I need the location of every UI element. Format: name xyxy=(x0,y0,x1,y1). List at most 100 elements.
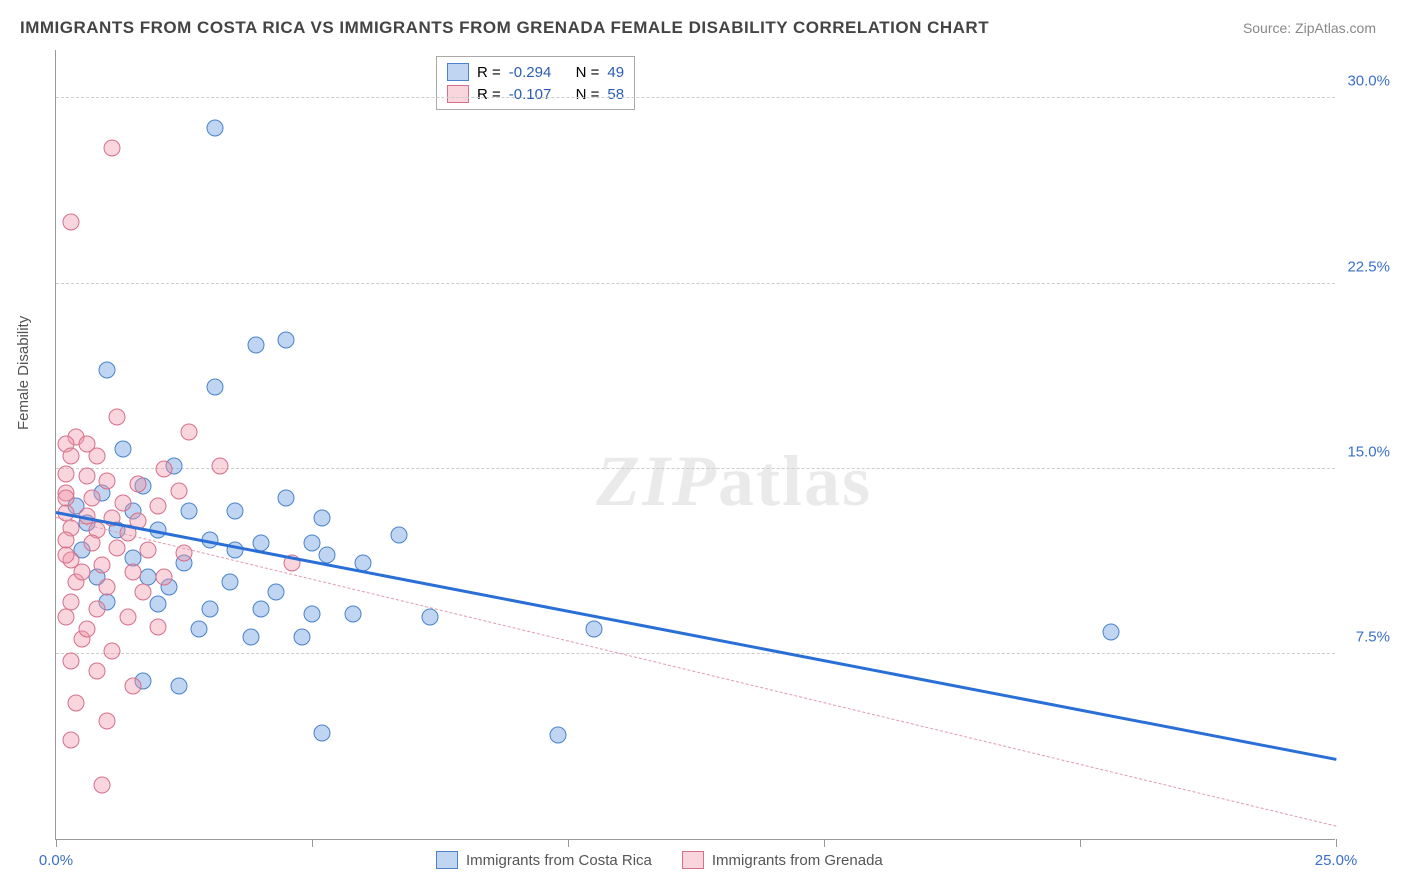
data-point xyxy=(391,527,408,544)
data-point xyxy=(109,408,126,425)
data-point xyxy=(344,606,361,623)
legend-item-1: Immigrants from Costa Rica xyxy=(436,851,652,869)
data-point xyxy=(63,732,80,749)
chart-plot-area: ZIPatlas R = -0.294 N = 49 R = -0.107 N … xyxy=(55,50,1335,840)
data-point xyxy=(150,497,167,514)
data-point xyxy=(109,539,126,556)
data-point xyxy=(278,332,295,349)
chart-title: IMMIGRANTS FROM COSTA RICA VS IMMIGRANTS… xyxy=(20,18,989,38)
x-tick xyxy=(56,839,57,847)
x-tick-label: 0.0% xyxy=(39,852,73,869)
correlation-legend: R = -0.294 N = 49 R = -0.107 N = 58 xyxy=(436,56,635,110)
legend-item-2: Immigrants from Grenada xyxy=(682,851,883,869)
source-label: Source: ZipAtlas.com xyxy=(1243,20,1376,36)
data-point xyxy=(549,727,566,744)
data-point xyxy=(58,608,75,625)
swatch-series1-b xyxy=(436,851,458,869)
data-point xyxy=(63,653,80,670)
data-point xyxy=(278,490,295,507)
data-point xyxy=(227,502,244,519)
data-point xyxy=(181,502,198,519)
data-point xyxy=(150,618,167,635)
data-point xyxy=(170,482,187,499)
data-point xyxy=(170,677,187,694)
data-point xyxy=(63,213,80,230)
y-tick-label: 22.5% xyxy=(1347,258,1390,275)
data-point xyxy=(58,465,75,482)
data-point xyxy=(99,361,116,378)
data-point xyxy=(140,542,157,559)
data-point xyxy=(88,663,105,680)
data-point xyxy=(88,448,105,465)
data-point xyxy=(206,379,223,396)
data-point xyxy=(304,606,321,623)
data-point xyxy=(181,423,198,440)
data-point xyxy=(99,473,116,490)
data-point xyxy=(94,776,111,793)
data-point xyxy=(252,601,269,618)
data-point xyxy=(304,534,321,551)
gridline xyxy=(56,653,1335,654)
data-point xyxy=(58,490,75,507)
data-point xyxy=(63,448,80,465)
series-legend: Immigrants from Costa Rica Immigrants fr… xyxy=(436,851,883,869)
gridline xyxy=(56,468,1335,469)
data-point xyxy=(124,677,141,694)
legend-row-2: R = -0.107 N = 58 xyxy=(447,83,624,105)
x-tick xyxy=(1080,839,1081,847)
legend-row-1: R = -0.294 N = 49 xyxy=(447,61,624,83)
data-point xyxy=(78,468,95,485)
y-axis-label: Female Disability xyxy=(15,316,32,430)
swatch-series1 xyxy=(447,63,469,81)
data-point xyxy=(104,139,121,156)
data-point xyxy=(78,621,95,638)
data-point xyxy=(99,712,116,729)
data-point xyxy=(211,458,228,475)
x-tick xyxy=(312,839,313,847)
x-tick xyxy=(824,839,825,847)
data-point xyxy=(114,440,131,457)
y-tick-label: 7.5% xyxy=(1356,628,1390,645)
gridline xyxy=(56,97,1335,98)
data-point xyxy=(119,608,136,625)
data-point xyxy=(293,628,310,645)
data-point xyxy=(83,490,100,507)
data-point xyxy=(155,569,172,586)
data-point xyxy=(135,584,152,601)
data-point xyxy=(88,601,105,618)
data-point xyxy=(314,510,331,527)
data-point xyxy=(94,556,111,573)
data-point xyxy=(150,596,167,613)
swatch-series2-b xyxy=(682,851,704,869)
data-point xyxy=(247,337,264,354)
gridline xyxy=(56,283,1335,284)
data-point xyxy=(104,643,121,660)
data-point xyxy=(421,608,438,625)
data-point xyxy=(99,579,116,596)
data-point xyxy=(242,628,259,645)
data-point xyxy=(124,564,141,581)
data-point xyxy=(314,724,331,741)
data-point xyxy=(201,601,218,618)
data-point xyxy=(1102,623,1119,640)
y-tick-label: 15.0% xyxy=(1347,443,1390,460)
x-tick xyxy=(1336,839,1337,847)
watermark: ZIPatlas xyxy=(596,440,872,523)
data-point xyxy=(585,621,602,638)
y-tick-label: 30.0% xyxy=(1347,73,1390,90)
x-tick xyxy=(568,839,569,847)
data-point xyxy=(58,547,75,564)
swatch-series2 xyxy=(447,85,469,103)
data-point xyxy=(222,574,239,591)
data-point xyxy=(73,564,90,581)
data-point xyxy=(191,621,208,638)
data-point xyxy=(129,475,146,492)
data-point xyxy=(319,547,336,564)
data-point xyxy=(155,460,172,477)
data-point xyxy=(268,584,285,601)
x-tick-label: 25.0% xyxy=(1315,852,1358,869)
data-point xyxy=(114,495,131,512)
data-point xyxy=(206,120,223,137)
trend-line xyxy=(56,517,1336,827)
data-point xyxy=(68,695,85,712)
